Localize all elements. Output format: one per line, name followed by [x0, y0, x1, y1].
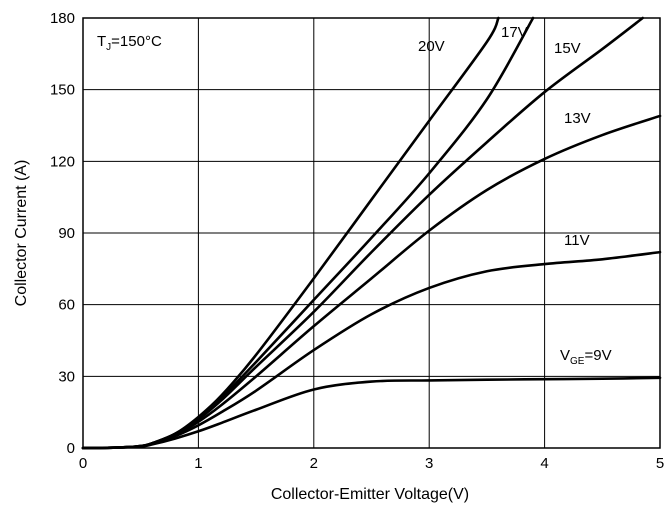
- annotation-sub: J: [106, 42, 111, 53]
- tick-labels: 0 1 2 3 4 5 0 30 60 90 120 150 180: [50, 10, 664, 472]
- series-label: 20V: [418, 38, 445, 55]
- x-tick-label: 2: [310, 455, 318, 472]
- series-label: 13V: [564, 110, 591, 127]
- x-tick-label: 4: [540, 455, 548, 472]
- series-label: VGE=9V: [560, 347, 612, 367]
- series-line: [81, 250, 662, 450]
- series-label: 17V: [501, 24, 528, 41]
- x-tick-label: 5: [656, 455, 664, 472]
- curves: [81, 16, 662, 450]
- y-tick-label: 120: [50, 153, 75, 170]
- y-tick-label: 0: [67, 440, 75, 457]
- x-tick-label: 0: [79, 455, 87, 472]
- series-labels: 20V 17V 15V 13V 11V VGE=9V: [418, 24, 612, 367]
- series-line: [81, 114, 662, 450]
- plot-frame: [82, 17, 661, 449]
- series-label: 15V: [554, 40, 581, 57]
- x-tick-label: 1: [194, 455, 202, 472]
- annotation-suffix: =150°C: [111, 33, 162, 50]
- annotation-main: T: [97, 33, 106, 50]
- y-tick-label: 90: [58, 225, 75, 242]
- y-tick-label: 60: [58, 297, 75, 314]
- grid: [83, 18, 660, 448]
- x-axis-title: Collector-Emitter Voltage(V): [271, 486, 469, 503]
- y-tick-label: 180: [50, 10, 75, 27]
- y-axis-title: Collector Current (A): [13, 160, 30, 307]
- y-tick-label: 30: [58, 368, 75, 385]
- series-label: 11V: [564, 232, 590, 249]
- series-line: [81, 376, 662, 450]
- junction-temperature-annotation: TJ=150°C: [97, 33, 162, 53]
- x-tick-label: 3: [425, 455, 433, 472]
- y-tick-label: 150: [50, 82, 75, 99]
